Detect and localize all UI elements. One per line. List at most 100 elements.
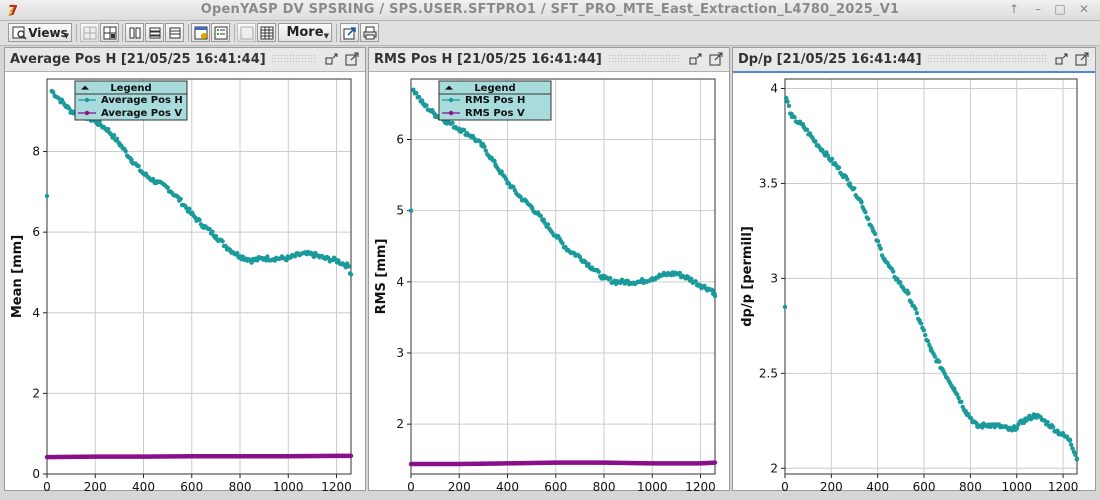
- pin-up-icon[interactable]: ↑: [1008, 2, 1020, 16]
- toolbar-separator: [234, 24, 235, 42]
- maximize-panel-icon[interactable]: [709, 52, 723, 66]
- close-icon[interactable]: ✕: [1078, 2, 1090, 16]
- chart-settings-icon: [194, 26, 207, 39]
- data-point: [608, 275, 613, 281]
- series-1: [408, 460, 718, 467]
- views-button[interactable]: Views ▼: [8, 23, 72, 42]
- layout-columns-button[interactable]: [125, 23, 144, 42]
- export-button[interactable]: [340, 23, 359, 42]
- minimize-panel-icon[interactable]: [325, 52, 339, 66]
- x-tick-label: 200: [84, 480, 107, 491]
- data-point: [506, 181, 512, 186]
- data-point: [150, 176, 156, 182]
- data-point: [44, 193, 50, 199]
- y-tick-label: 2: [32, 386, 40, 400]
- legend-title: Legend: [474, 83, 515, 94]
- legend-collapse-icon: ⏶: [81, 83, 90, 94]
- y-tick-label: 5: [396, 204, 404, 218]
- print-button[interactable]: [360, 23, 379, 42]
- data-point: [538, 213, 544, 219]
- print-icon: [363, 26, 376, 39]
- data-point: [878, 246, 883, 251]
- toolbar-separator: [336, 24, 337, 42]
- panel-title: RMS Pos H [21/05/25 16:41:44]: [374, 52, 608, 67]
- legend-swatch-marker: [84, 97, 90, 103]
- more-button[interactable]: More ▼: [278, 23, 332, 42]
- data-point: [712, 291, 717, 296]
- layout-rows-icon: [149, 27, 160, 38]
- views-label: Views: [28, 25, 68, 40]
- y-axis-label: RMS [mm]: [374, 239, 389, 315]
- list-settings-button[interactable]: [211, 23, 230, 42]
- maximize-panel-icon[interactable]: [1075, 52, 1089, 66]
- data-point: [865, 216, 871, 222]
- layout-stacked-button[interactable]: [165, 23, 184, 42]
- single-view-button[interactable]: [237, 23, 256, 42]
- layout-mixed-icon: [103, 26, 116, 39]
- data-point: [111, 133, 117, 138]
- toolbar: Views ▼ More ▼: [0, 21, 1100, 46]
- maximize-panel-icon[interactable]: [345, 52, 359, 66]
- chart-rms-pos: 02004006008001000120023456Time [ms]RMS […: [374, 78, 718, 491]
- minimize-panel-icon[interactable]: [689, 52, 703, 66]
- data-point: [123, 148, 128, 154]
- x-tick-label: 1000: [273, 480, 304, 491]
- y-tick-label: 6: [32, 225, 40, 239]
- data-point: [346, 264, 351, 269]
- x-tick-label: 1200: [1048, 480, 1079, 491]
- table-view-button[interactable]: [257, 23, 276, 42]
- maximize-icon[interactable]: □: [1054, 2, 1066, 16]
- data-point: [414, 90, 419, 96]
- data-point: [197, 217, 202, 223]
- layout-rows-button[interactable]: [145, 23, 164, 42]
- x-tick-label: 0: [407, 480, 415, 491]
- y-tick-label: 0: [32, 467, 40, 481]
- data-point: [431, 110, 436, 116]
- y-tick-label: 3: [770, 271, 778, 285]
- panel-rms-pos: RMS Pos H [21/05/25 16:41:44] 0 200 400 600…: [368, 47, 730, 491]
- minimize-icon[interactable]: –: [1035, 2, 1041, 16]
- panel-average-pos: Average Pos H [21/05/25 16:41:44] 0 200 40…: [4, 47, 366, 491]
- x-tick-label: 400: [132, 480, 155, 491]
- legend-item: RMS Pos V: [465, 108, 525, 119]
- data-point: [863, 210, 868, 215]
- data-point: [541, 217, 546, 222]
- data-point: [1067, 438, 1073, 443]
- data-point: [709, 287, 714, 292]
- x-tick-label: 600: [913, 480, 936, 491]
- data-point: [136, 163, 141, 169]
- data-point: [897, 279, 903, 285]
- data-point: [913, 306, 918, 312]
- data-point: [97, 119, 102, 125]
- data-point: [417, 94, 422, 100]
- y-tick-label: 8: [32, 145, 40, 159]
- data-point: [450, 120, 455, 126]
- data-point: [178, 196, 183, 202]
- x-tick-label: 400: [496, 480, 519, 491]
- layout-mixed-button[interactable]: [100, 23, 119, 42]
- data-point: [518, 194, 523, 200]
- data-point: [1050, 424, 1056, 430]
- data-point: [677, 270, 682, 276]
- layout-grid-button[interactable]: [80, 23, 99, 42]
- data-point: [234, 250, 240, 256]
- legend-collapse-icon: ⏶: [445, 83, 454, 94]
- data-point: [127, 155, 133, 161]
- data-point: [813, 139, 818, 144]
- minimize-panel-icon[interactable]: [1055, 52, 1069, 66]
- panel-title: Average Pos H [21/05/25 16:41:44]: [10, 52, 272, 67]
- data-point: [265, 254, 270, 259]
- panel-header: Dp/p [21/05/25 16:41:44]: [733, 48, 1095, 73]
- y-tick-label: 3.5: [759, 176, 778, 190]
- data-point: [220, 239, 225, 244]
- data-point: [499, 169, 504, 174]
- data-point: [923, 332, 928, 338]
- data-point: [968, 416, 974, 421]
- chart-settings-button[interactable]: [191, 23, 210, 42]
- y-tick-label: 3: [396, 346, 404, 360]
- series-line: [46, 453, 351, 460]
- data-point: [932, 354, 938, 359]
- data-point: [918, 321, 924, 326]
